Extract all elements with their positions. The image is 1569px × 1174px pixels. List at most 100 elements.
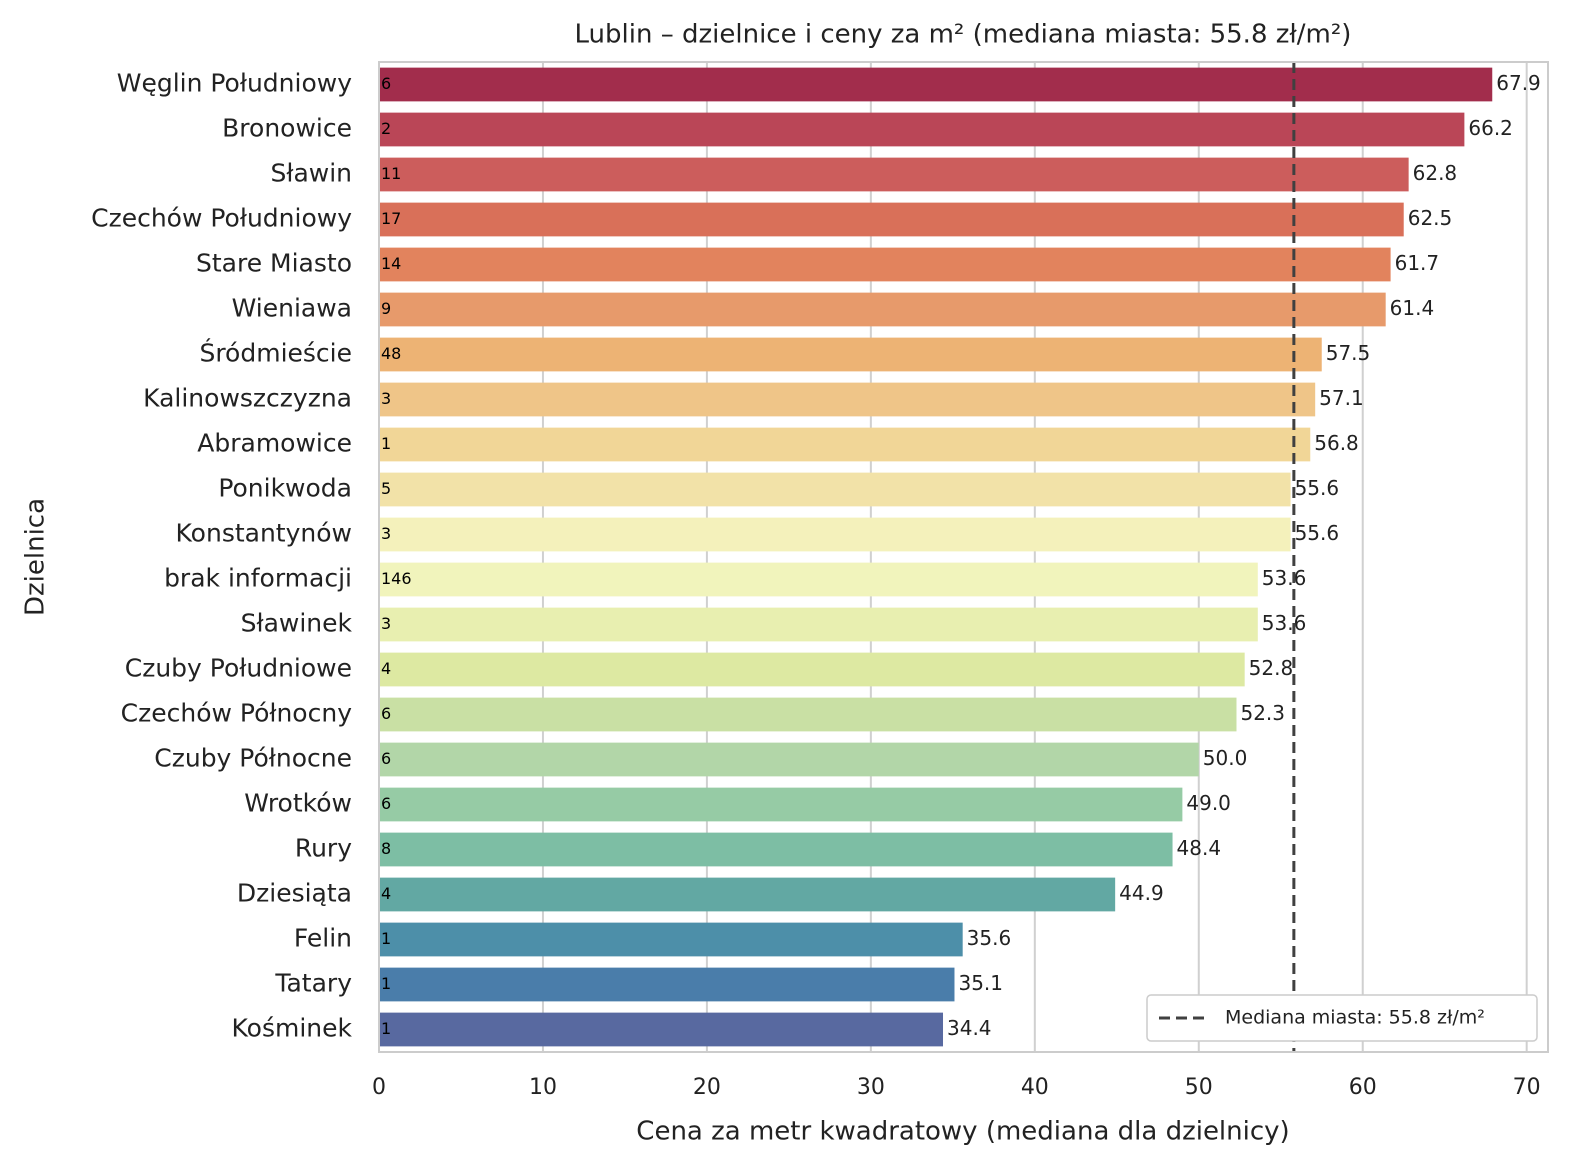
y-tick-label: Śródmieście <box>199 338 352 368</box>
legend-box <box>1146 994 1538 1042</box>
legend-label: Mediana miasta: 55.8 zł/m² <box>1225 1007 1485 1029</box>
bar <box>379 877 1116 912</box>
value-label: 50.0 <box>1203 746 1248 770</box>
y-tick-label: Tatary <box>274 969 352 998</box>
y-tick-label: Czechów Północny <box>121 699 353 728</box>
value-label: 34.4 <box>947 1016 992 1040</box>
bar <box>379 922 963 957</box>
count-label: 48 <box>381 344 401 363</box>
count-label: 3 <box>381 614 391 633</box>
y-tick-label: Sławin <box>270 159 352 188</box>
count-label: 2 <box>381 119 391 138</box>
value-label: 62.5 <box>1408 206 1453 230</box>
x-axis-label: Cena za metr kwadratowy (mediana dla dzi… <box>636 1117 1289 1147</box>
y-tick-label: Felin <box>294 924 352 953</box>
count-label: 1 <box>381 1019 391 1038</box>
bar <box>379 382 1316 417</box>
count-label: 6 <box>381 749 391 768</box>
bar <box>379 202 1404 237</box>
value-label: 44.9 <box>1119 881 1164 905</box>
value-label: 48.4 <box>1177 836 1222 860</box>
x-tick-label: 30 <box>857 1075 885 1100</box>
count-label: 6 <box>381 74 391 93</box>
y-tick-label: Węglin Południowy <box>117 69 352 98</box>
bar <box>379 67 1493 102</box>
count-label: 1 <box>381 434 391 453</box>
count-label: 14 <box>381 254 401 273</box>
y-axis-label: Dzielnica <box>21 498 51 616</box>
x-tick-label: 0 <box>372 1075 386 1100</box>
bar <box>379 337 1322 372</box>
y-tick-label: Konstantynów <box>176 519 352 548</box>
y-tick-label: Wieniawa <box>232 294 352 323</box>
y-tick-label: brak informacji <box>164 564 352 593</box>
y-tick-label: Stare Miasto <box>196 249 352 278</box>
chart-title: Lublin – dzielnice i ceny za m² (mediana… <box>575 20 1352 50</box>
bar <box>379 247 1391 282</box>
bar <box>379 787 1183 822</box>
x-tick-label: 70 <box>1513 1075 1541 1100</box>
y-tick-label: Rury <box>295 834 352 863</box>
bar <box>379 1012 944 1047</box>
bar <box>379 652 1245 687</box>
value-label: 66.2 <box>1468 116 1513 140</box>
value-label: 52.8 <box>1249 656 1294 680</box>
value-label: 55.6 <box>1295 521 1340 545</box>
bar <box>379 562 1258 597</box>
bar <box>379 292 1386 327</box>
value-label: 62.8 <box>1413 161 1458 185</box>
y-tick-label: Abramowice <box>197 429 352 458</box>
y-tick-label: Czechów Południowy <box>91 204 352 233</box>
y-tick-label: Czuby Północne <box>154 744 352 773</box>
value-label: 49.0 <box>1186 791 1231 815</box>
x-tick-label: 40 <box>1021 1075 1049 1100</box>
value-label: 53.6 <box>1262 611 1307 635</box>
value-label: 61.7 <box>1395 251 1440 275</box>
value-label: 67.9 <box>1496 71 1541 95</box>
bar <box>379 427 1311 462</box>
value-label: 55.6 <box>1295 476 1340 500</box>
plot-frame <box>378 61 1549 1053</box>
y-tick-label: Dziesiąta <box>237 879 352 908</box>
count-label: 5 <box>381 479 391 498</box>
bar <box>379 832 1173 867</box>
count-label: 3 <box>381 389 391 408</box>
count-label: 1 <box>381 929 391 948</box>
y-tick-label: Czuby Południowe <box>125 654 352 683</box>
count-label: 6 <box>381 704 391 723</box>
y-tick-label: Bronowice <box>222 114 352 143</box>
count-label: 3 <box>381 524 391 543</box>
value-label: 53.6 <box>1262 566 1307 590</box>
bar <box>379 697 1237 732</box>
x-tick-label: 20 <box>693 1075 721 1100</box>
count-label: 9 <box>381 299 391 318</box>
y-tick-label: Ponikwoda <box>218 474 352 503</box>
value-label: 57.5 <box>1326 341 1371 365</box>
bar <box>379 157 1409 192</box>
value-label: 61.4 <box>1390 296 1435 320</box>
value-label: 56.8 <box>1314 431 1359 455</box>
value-label: 35.1 <box>958 971 1003 995</box>
bar <box>379 517 1291 552</box>
count-label: 11 <box>381 164 401 183</box>
y-tick-label: Kośminek <box>232 1014 353 1043</box>
count-label: 8 <box>381 839 391 858</box>
bar <box>379 607 1258 642</box>
count-label: 146 <box>381 569 412 588</box>
bar <box>379 742 1199 777</box>
count-label: 17 <box>381 209 401 228</box>
count-label: 4 <box>381 659 391 678</box>
y-tick-label: Wrotków <box>244 789 352 818</box>
count-label: 4 <box>381 884 391 903</box>
count-label: 1 <box>381 974 391 993</box>
value-label: 57.1 <box>1319 386 1364 410</box>
bar <box>379 472 1291 507</box>
y-tick-label: Kalinowszczyzna <box>143 384 352 413</box>
bar <box>379 967 955 1002</box>
x-tick-label: 50 <box>1185 1075 1213 1100</box>
x-tick-label: 60 <box>1349 1075 1377 1100</box>
value-label: 35.6 <box>967 926 1012 950</box>
x-tick-label: 10 <box>529 1075 557 1100</box>
